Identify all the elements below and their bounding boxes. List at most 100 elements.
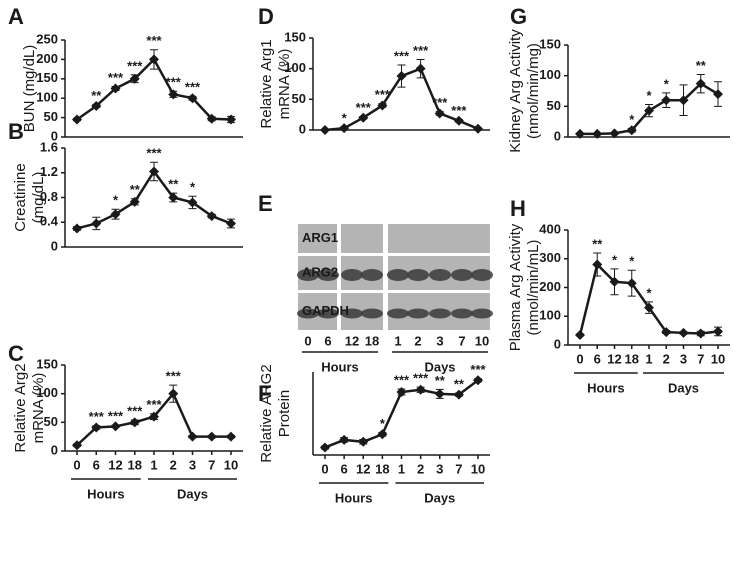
data-point [644, 105, 654, 116]
data-point [129, 417, 140, 428]
data-point [473, 123, 483, 134]
panel-letter: G [510, 4, 527, 29]
data-point [339, 434, 350, 445]
blot-lane-label: 18 [365, 333, 379, 348]
significance: ** [696, 58, 707, 73]
blot-band [451, 308, 473, 319]
y-tick-label: 0 [51, 128, 58, 143]
data-point [149, 54, 159, 65]
significance: * [380, 416, 386, 431]
significance: * [629, 112, 635, 127]
x-tick-label: 0 [73, 457, 80, 472]
blot-lane-label: 10 [475, 333, 489, 348]
significance: ** [592, 236, 603, 251]
x-tick-label: 10 [471, 461, 485, 476]
data-point [187, 197, 198, 208]
blot-band [341, 308, 363, 319]
y-tick-label: 200 [36, 51, 58, 66]
data-point [110, 421, 121, 432]
data-point [396, 386, 407, 397]
y-axis-label: Relative Arg2 [12, 363, 29, 452]
data-point [609, 276, 620, 287]
data-point [320, 125, 330, 135]
significance: *** [108, 409, 124, 424]
x-tick-label: 0 [576, 351, 583, 366]
x-tick-label: 12 [108, 457, 122, 472]
group-label: Hours [335, 490, 373, 505]
blot-strip [388, 224, 490, 253]
significance: ** [435, 373, 446, 388]
data-point [575, 128, 585, 139]
group-label: Days [177, 486, 208, 501]
data-point [453, 115, 464, 126]
y-tick-label: 200 [539, 279, 561, 294]
x-tick-label: 7 [208, 457, 215, 472]
y-tick-label: 0.4 [40, 214, 59, 229]
x-tick-label: 6 [341, 461, 348, 476]
x-tick-label: 2 [170, 457, 177, 472]
significance: * [664, 76, 670, 91]
significance: ** [454, 377, 465, 392]
y-tick-label: 150 [36, 356, 58, 371]
blot-lane-label: 1 [394, 333, 401, 348]
blot-band [297, 308, 319, 319]
data-point [339, 123, 350, 134]
y-axis-label: (mg/dL) [30, 172, 47, 224]
y-axis-label: Relative Arg1 [258, 39, 275, 128]
x-tick-label: 12 [356, 461, 370, 476]
data-point [226, 218, 236, 229]
significance: * [646, 285, 652, 300]
blot-band [317, 308, 339, 319]
y-tick-label: 0 [51, 442, 58, 457]
significance: ** [130, 182, 141, 197]
data-point [91, 422, 102, 433]
x-tick-label: 1 [645, 351, 652, 366]
significance: * [190, 180, 196, 195]
data-point [592, 128, 603, 139]
blot-band [361, 269, 383, 281]
y-tick-label: 0 [554, 336, 561, 351]
data-point [206, 211, 217, 222]
y-tick-label: 100 [36, 385, 58, 400]
panel-letter: C [8, 341, 24, 366]
y-tick-label: 150 [36, 70, 58, 85]
group-label: Days [424, 359, 455, 374]
x-tick-label: 3 [680, 351, 687, 366]
blot-strip [341, 224, 383, 253]
significance: * [646, 88, 652, 103]
y-axis-label: BUN (mg/dL) [21, 45, 38, 133]
data-point [91, 218, 102, 229]
blot-lane-label: 3 [436, 333, 443, 348]
x-tick-label: 1 [150, 457, 157, 472]
significance: *** [185, 80, 201, 95]
data-point [695, 328, 706, 339]
blot-band [429, 269, 451, 281]
y-axis-label: mRNA (%) [30, 373, 47, 444]
blot-strip [298, 224, 337, 253]
data-point [678, 95, 689, 106]
y-axis-label: mRNA (%) [276, 49, 293, 120]
data-point [129, 73, 140, 84]
data-point [206, 431, 217, 442]
y-tick-label: 100 [284, 60, 306, 75]
x-tick-label: 7 [455, 461, 462, 476]
blot-band [429, 308, 451, 319]
significance: *** [89, 409, 105, 424]
y-tick-label: 1.2 [40, 164, 58, 179]
data-point [358, 112, 369, 123]
data-point [72, 223, 82, 234]
data-point [226, 114, 236, 125]
blot-band [361, 308, 383, 319]
data-point [396, 71, 407, 82]
blot-lane-label: 7 [458, 333, 465, 348]
blot-lane-label: 6 [324, 333, 331, 348]
significance: *** [451, 103, 467, 118]
data-point [415, 384, 426, 395]
x-tick-label: 18 [375, 461, 389, 476]
significance: *** [394, 372, 410, 387]
blot-band [471, 308, 493, 319]
y-axis-label: Plasma Arg Activity [507, 223, 524, 351]
data-point [358, 436, 369, 447]
y-tick-label: 0 [51, 238, 58, 253]
